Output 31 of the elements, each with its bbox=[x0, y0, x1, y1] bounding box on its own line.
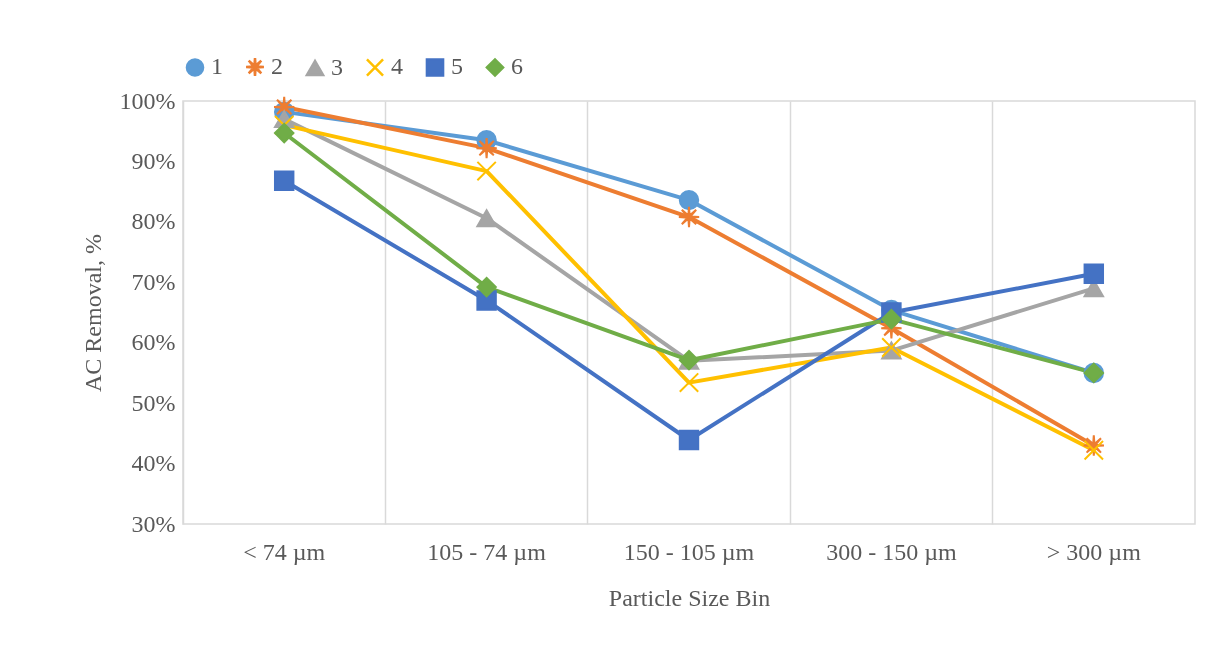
x-tick-label: > 300 µm bbox=[1046, 538, 1142, 565]
y-tick-label: 60% bbox=[131, 329, 176, 356]
y-tick-label: 70% bbox=[131, 268, 176, 295]
legend-label: 5 bbox=[451, 53, 463, 80]
legend-label: 4 bbox=[391, 53, 403, 80]
legend-label: 6 bbox=[511, 53, 523, 80]
point bbox=[476, 209, 497, 228]
y-tick-label: 90% bbox=[131, 147, 176, 174]
point bbox=[1083, 440, 1105, 461]
point bbox=[475, 136, 498, 160]
y-tick-label: 100% bbox=[119, 87, 176, 114]
x-axis-title: Particle Size Bin bbox=[608, 584, 771, 611]
legend-label: 2 bbox=[271, 53, 283, 80]
point bbox=[678, 429, 700, 451]
legend-label: 1 bbox=[211, 53, 223, 80]
y-tick-label: 40% bbox=[131, 450, 176, 477]
point bbox=[881, 308, 902, 330]
y-tick-label: 80% bbox=[131, 208, 176, 235]
legend-label: 3 bbox=[331, 54, 343, 80]
y-axis-title: AC Removal, % bbox=[79, 234, 106, 392]
x-tick-label: 300 - 150 µm bbox=[826, 538, 957, 565]
y-tick-label: 30% bbox=[131, 510, 176, 537]
point bbox=[476, 276, 497, 298]
x-tick-label: < 74 µm bbox=[243, 538, 326, 565]
point bbox=[273, 122, 295, 144]
point bbox=[1083, 263, 1105, 285]
x-tick-label: 105 - 74 µm bbox=[427, 538, 547, 565]
y-tick-label: 50% bbox=[131, 389, 176, 416]
x-tick-label: 150 - 105 µm bbox=[623, 538, 755, 565]
point bbox=[678, 189, 700, 211]
point bbox=[273, 170, 295, 191]
